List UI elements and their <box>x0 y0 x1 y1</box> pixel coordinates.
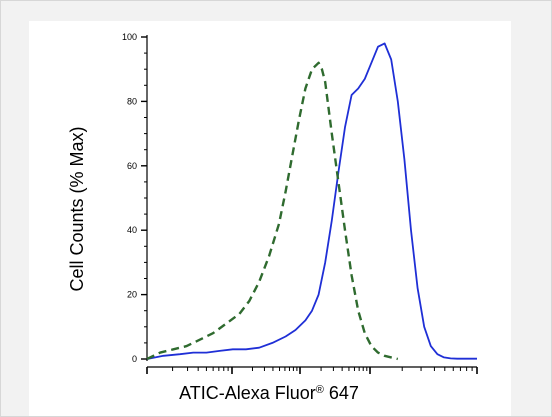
y-axis-title: Cell Counts (% Max) <box>67 126 87 291</box>
histogram-chart: 0 20 40 60 80 100 Cell Counts (% Max) ATIC-Al… <box>67 32 478 403</box>
x-axis-title: ATIC-Alexa Fluor® 647 <box>179 383 359 403</box>
series-line-0 <box>146 42 477 360</box>
series-line-1 <box>146 61 399 361</box>
y-tick-label: 0 <box>132 354 137 364</box>
chart-panel: 0 20 40 60 80 100 Cell Counts (% Max) ATIC-Al… <box>29 21 511 416</box>
series-layer <box>146 42 477 361</box>
y-tick-label: 40 <box>127 225 137 235</box>
x-axis-title-suffix: 647 <box>324 383 359 403</box>
y-tick-label: 20 <box>127 290 137 300</box>
y-axis: 0 20 40 60 80 100 <box>122 32 148 364</box>
x-axis-title-main: ATIC-Alexa Fluor <box>179 383 316 403</box>
x-axis <box>146 366 478 374</box>
y-tick-label: 100 <box>122 32 137 42</box>
y-tick-label: 80 <box>127 96 137 106</box>
y-tick-label: 60 <box>127 161 137 171</box>
x-axis-title-mark: ® <box>316 384 324 396</box>
